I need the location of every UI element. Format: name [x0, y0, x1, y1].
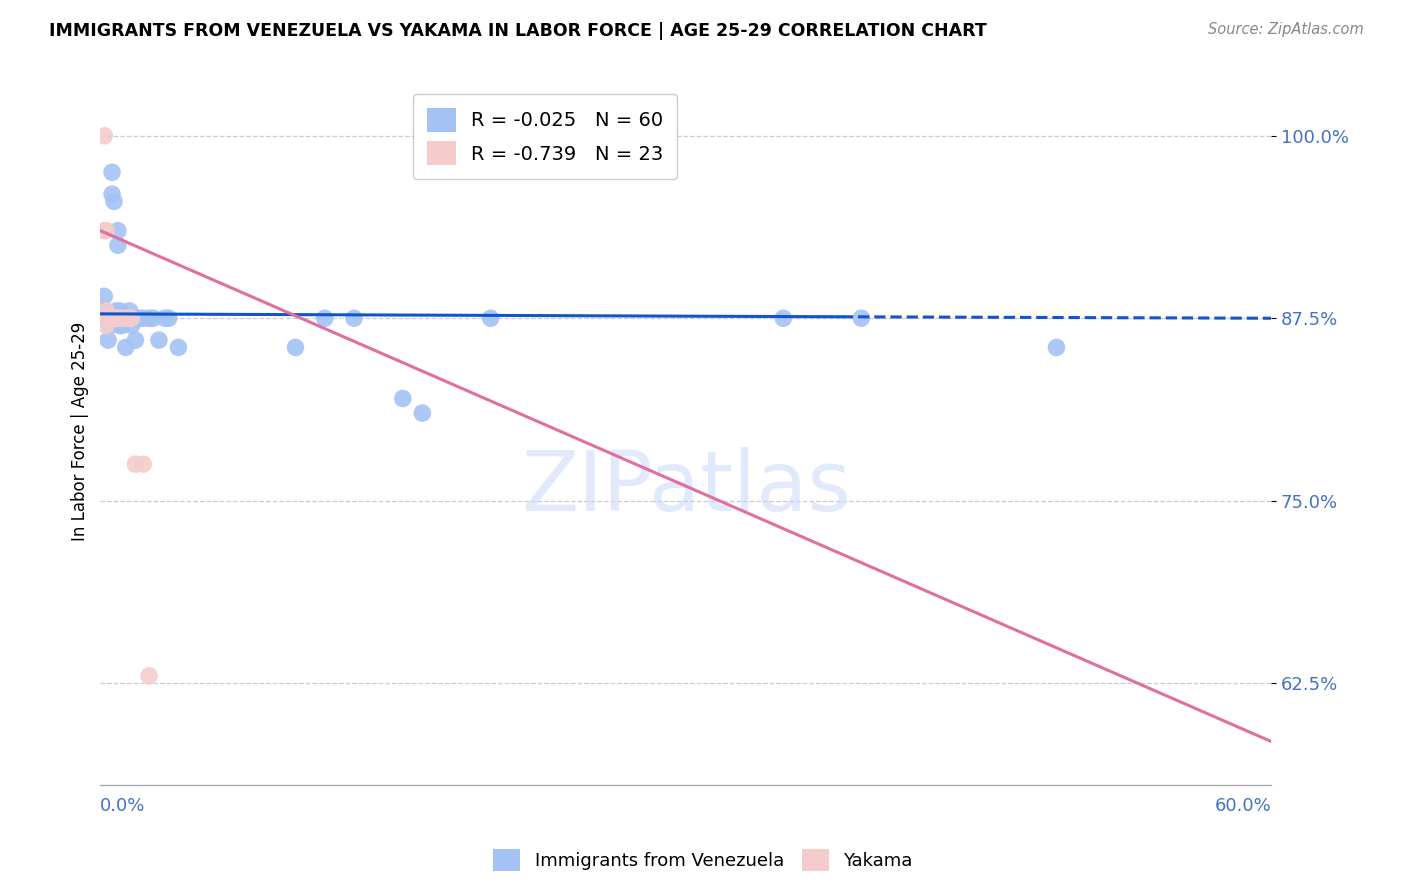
Point: [138, 311, 160, 326]
Point: [97, 311, 120, 326]
Point: [132, 311, 155, 326]
Point: [343, 311, 366, 326]
Point: [104, 311, 127, 326]
Point: [108, 311, 131, 326]
Point: [111, 311, 134, 326]
Point: [93, 304, 115, 318]
Point: [96, 311, 118, 326]
Point: [138, 669, 160, 683]
Point: [98, 311, 121, 326]
Point: [98, 318, 121, 333]
Point: [98, 311, 121, 326]
Point: [479, 311, 502, 326]
Point: [108, 318, 131, 333]
Point: [103, 194, 125, 209]
Point: [98, 311, 121, 326]
Point: [108, 311, 131, 326]
Point: [101, 311, 124, 326]
Point: [122, 311, 145, 326]
Text: 0.0%: 0.0%: [100, 797, 146, 815]
Point: [118, 304, 141, 318]
Point: [157, 311, 180, 326]
Point: [142, 311, 165, 326]
Point: [851, 311, 873, 326]
Point: [96, 310, 118, 324]
Point: [108, 304, 131, 318]
Point: [107, 224, 129, 238]
Point: [93, 128, 115, 143]
Point: [96, 304, 118, 318]
Point: [103, 311, 125, 326]
Point: [107, 311, 129, 326]
Point: [93, 224, 115, 238]
Point: [101, 311, 124, 326]
Point: [121, 311, 143, 326]
Point: [167, 340, 190, 354]
Point: [101, 311, 124, 326]
Point: [97, 311, 120, 326]
Point: [132, 457, 155, 471]
Point: [98, 311, 121, 326]
Point: [93, 311, 115, 326]
Point: [98, 311, 121, 326]
Point: [112, 311, 135, 326]
Point: [314, 311, 336, 326]
Point: [117, 311, 139, 326]
Point: [111, 318, 134, 333]
Text: Source: ZipAtlas.com: Source: ZipAtlas.com: [1208, 22, 1364, 37]
Point: [391, 392, 413, 406]
Point: [1045, 340, 1067, 354]
Point: [118, 311, 141, 326]
Point: [121, 318, 143, 333]
Point: [101, 187, 124, 202]
Point: [101, 165, 124, 179]
Point: [114, 340, 136, 354]
Legend: Immigrants from Venezuela, Yakama: Immigrants from Venezuela, Yakama: [486, 842, 920, 879]
Point: [103, 311, 125, 326]
Point: [117, 311, 139, 326]
Text: IMMIGRANTS FROM VENEZUELA VS YAKAMA IN LABOR FORCE | AGE 25-29 CORRELATION CHART: IMMIGRANTS FROM VENEZUELA VS YAKAMA IN L…: [49, 22, 987, 40]
Point: [104, 304, 127, 318]
Point: [97, 311, 120, 326]
Legend: R = -0.025   N = 60, R = -0.739   N = 23: R = -0.025 N = 60, R = -0.739 N = 23: [413, 95, 678, 178]
Point: [153, 311, 176, 326]
Point: [97, 311, 120, 326]
Point: [772, 311, 794, 326]
Point: [104, 311, 127, 326]
Point: [96, 318, 118, 333]
Point: [103, 311, 125, 326]
Point: [107, 238, 129, 252]
Point: [93, 289, 115, 303]
Point: [96, 224, 118, 238]
Point: [114, 311, 136, 326]
Point: [96, 311, 118, 326]
Point: [124, 457, 146, 471]
Point: [284, 340, 307, 354]
Point: [97, 311, 120, 326]
Y-axis label: In Labor Force | Age 25-29: In Labor Force | Age 25-29: [72, 322, 89, 541]
Point: [104, 311, 127, 326]
Point: [101, 311, 124, 326]
Point: [148, 333, 170, 347]
Point: [97, 311, 120, 326]
Point: [411, 406, 433, 420]
Point: [128, 311, 150, 326]
Point: [96, 311, 118, 326]
Text: 60.0%: 60.0%: [1215, 797, 1271, 815]
Point: [107, 311, 129, 326]
Text: ZIPatlas: ZIPatlas: [520, 448, 851, 528]
Point: [111, 311, 134, 326]
Point: [97, 333, 120, 347]
Point: [124, 333, 146, 347]
Point: [107, 311, 129, 326]
Point: [112, 311, 135, 326]
